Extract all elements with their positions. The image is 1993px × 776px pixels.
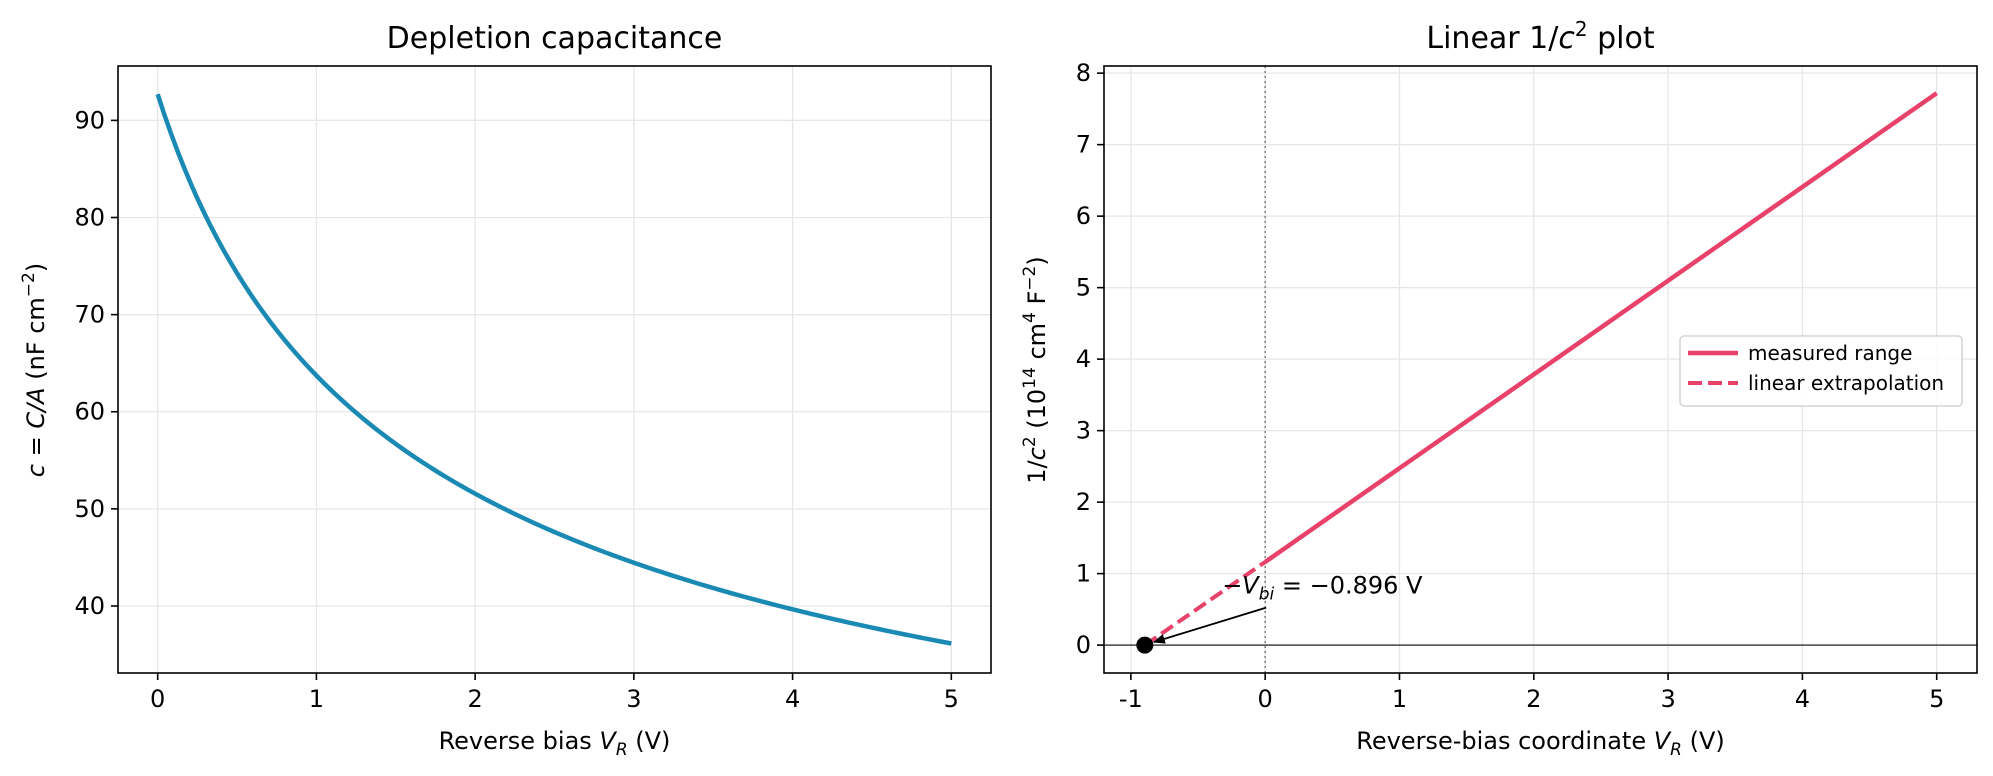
y-tick-label: 1 — [1076, 560, 1091, 588]
series-line-1 — [1263, 91, 1938, 564]
x-tick-label: 3 — [1660, 685, 1675, 713]
chart-depletion-capacitance: Depletion capacitance 0 1 2 3 4 5 40 50 60 70 80 9… — [19, 21, 992, 760]
y-tick-label: 4 — [1076, 345, 1091, 373]
x-tick-label: 0 — [1258, 685, 1273, 713]
chart-1-y-axis-label: c = C/A (nF cm−2) — [19, 263, 50, 478]
x-tick-label: 5 — [944, 685, 959, 713]
chart-1-x-ticks: 0 1 2 3 4 5 — [150, 673, 959, 713]
chart-2-y-ticks: 0 1 2 3 4 5 6 7 8 — [1076, 59, 1104, 659]
x-tick-label: 1 — [309, 685, 324, 713]
y-tick-label: 0 — [1076, 631, 1091, 659]
y-tick-label: 90 — [74, 106, 105, 134]
chart-1-series — [155, 93, 952, 646]
x-tick-label: -1 — [1119, 685, 1143, 713]
x-tick-label: 2 — [467, 685, 482, 713]
series-line-2 — [1143, 560, 1267, 647]
y-tick-label: 7 — [1076, 131, 1091, 159]
y-tick-label: 60 — [74, 398, 105, 426]
x-tick-label: 4 — [785, 685, 800, 713]
vbi-annotation: −Vbi = −0.896 V — [1152, 572, 1423, 644]
y-tick-label: 8 — [1076, 59, 1091, 87]
y-tick-label: 50 — [74, 495, 105, 523]
chart-1-y-ticks: 40 50 60 70 80 90 — [74, 106, 118, 620]
annotation-text: −Vbi = −0.896 V — [1222, 572, 1423, 605]
chart-linear-inverse-square: Linear 1/c2 plot -1 0 1 2 3 4 5 0 1 2 3 4 5 6 7 8 Reve… — [1020, 17, 1978, 760]
chart-1-frame — [117, 65, 992, 674]
x-tick-label: 1 — [1392, 685, 1407, 713]
y-tick-label: 2 — [1076, 488, 1091, 516]
chart-2-x-axis-label: Reverse-bias coordinate VR (V) — [1356, 727, 1725, 760]
chart-2-frame — [1103, 65, 1978, 674]
y-tick-label: 5 — [1076, 274, 1091, 302]
x-tick-label: 5 — [1929, 685, 1944, 713]
chart-2-x-ticks: -1 0 1 2 3 4 5 — [1119, 673, 1944, 713]
y-tick-label: 6 — [1076, 202, 1091, 230]
chart-2-legend: measured range linear extrapolation — [1679, 335, 1963, 407]
legend-box — [1679, 335, 1963, 407]
chart-2-series — [1104, 66, 1977, 673]
chart-2-title: Linear 1/c2 plot — [1426, 17, 1654, 56]
y-tick-label: 3 — [1076, 417, 1091, 445]
series-line-1 — [155, 93, 952, 646]
chart-1-grid — [118, 66, 991, 673]
legend-label-extrapolation: linear extrapolation — [1748, 371, 1944, 395]
x-tick-label: 3 — [626, 685, 641, 713]
annotation-arrow — [1152, 606, 1267, 644]
y-tick-label: 80 — [74, 204, 105, 232]
x-tick-label: 2 — [1526, 685, 1541, 713]
y-tick-label: 70 — [74, 301, 105, 329]
x-tick-label: 0 — [150, 685, 165, 713]
x-tick-label: 4 — [1795, 685, 1810, 713]
y-tick-label: 40 — [74, 592, 105, 620]
legend-label-measured: measured range — [1748, 341, 1912, 365]
chart-2-y-axis-label: 1/c2 (1014 cm4 F−2) — [1020, 256, 1051, 483]
intercept-marker — [1136, 636, 1154, 654]
chart-1-title: Depletion capacitance — [387, 21, 723, 56]
chart-1-x-axis-label: Reverse bias VR (V) — [439, 727, 671, 760]
